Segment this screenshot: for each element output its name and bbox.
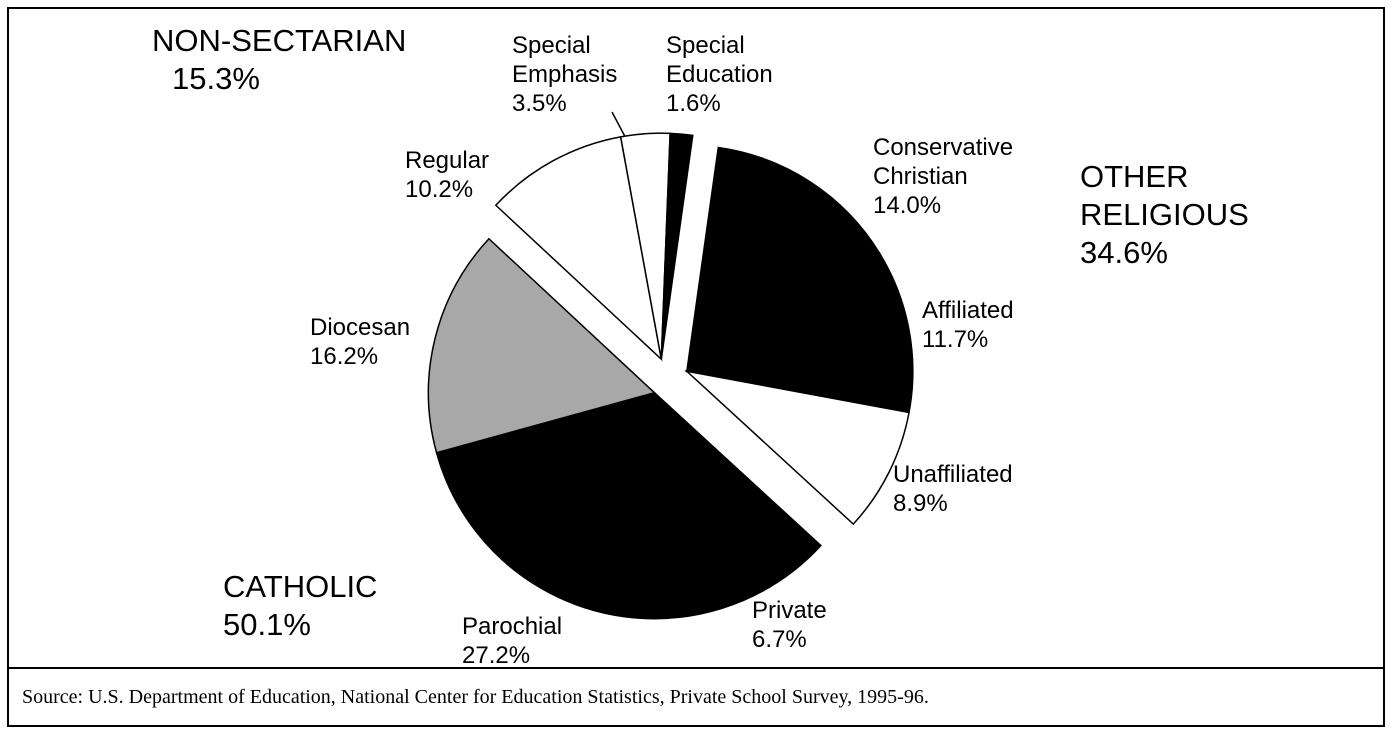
slice-label: Conservative Christian 14.0%: [873, 133, 1013, 220]
slice-label: Affiliated 11.7%: [922, 296, 1014, 354]
slice-value: 6.7%: [752, 626, 807, 653]
group-label: CATHOLIC 50.1%: [223, 568, 377, 644]
pie: [427, 132, 914, 620]
group-label: NON-SECTARIAN 15.3%: [152, 22, 406, 98]
slice-name: Affiliated: [922, 297, 1014, 324]
slice-label: Diocesan 16.2%: [310, 313, 410, 371]
group-value: 50.1%: [223, 607, 311, 642]
group-label: OTHER RELIGIOUS 34.6%: [1080, 158, 1249, 272]
slice-value: 16.2%: [310, 343, 379, 370]
frame: [7, 7, 1385, 727]
slice-value: 14.0%: [873, 192, 942, 219]
group-name: NON-SECTARIAN: [152, 23, 407, 58]
slice-value: 11.7%: [922, 326, 989, 353]
source-note: Source: U.S. Department of Education, Na…: [22, 686, 929, 708]
slice-value: 10.2%: [405, 176, 474, 203]
slice-value: 8.9%: [893, 490, 948, 517]
slice-name: Regular: [405, 147, 490, 174]
slice-label: Special Emphasis 3.5%: [512, 31, 617, 118]
pie-slice: [494, 135, 663, 362]
slice-name: Parochial: [462, 613, 563, 640]
pie-slice: [684, 251, 914, 414]
pie-slice: [435, 391, 745, 620]
slice-label: Special Education 1.6%: [666, 31, 773, 118]
group-name: CATHOLIC: [223, 569, 378, 604]
group-name: OTHER RELIGIOUS: [1080, 159, 1249, 232]
slice-value: 27.2%: [462, 642, 531, 669]
pie-slice: [684, 370, 910, 526]
group-value: 15.3%: [172, 61, 260, 96]
slice-name: Special Emphasis: [512, 32, 618, 88]
pie-slice: [685, 146, 881, 373]
slice-value: 1.6%: [666, 90, 721, 117]
pie-slice: [660, 132, 694, 360]
slice-name: Private: [752, 597, 827, 624]
slice-label: Regular 10.2%: [405, 146, 489, 204]
pie-slice: [427, 237, 656, 454]
group-value: 34.6%: [1080, 235, 1168, 270]
slice-name: Unaffiliated: [893, 461, 1013, 488]
slice-name: Special Education: [666, 32, 773, 88]
slice-name: Conservative Christian: [873, 134, 1014, 190]
slice-name: Diocesan: [310, 314, 411, 341]
slice-value: 3.5%: [512, 90, 567, 117]
slice-label: Parochial 27.2%: [462, 612, 562, 670]
slice-label: Private 6.7%: [752, 596, 827, 654]
slice-label: Unaffiliated 8.9%: [893, 460, 1013, 518]
